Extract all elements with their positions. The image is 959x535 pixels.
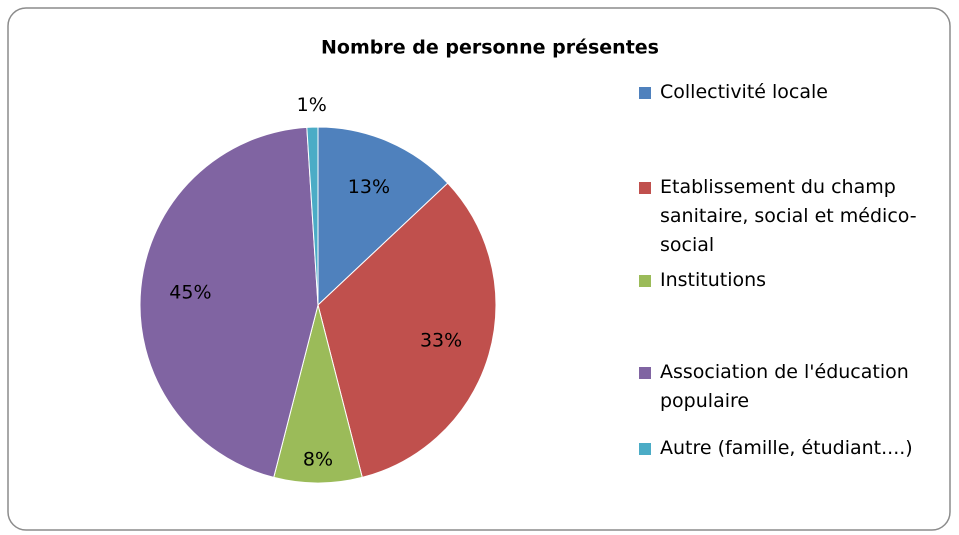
pie-slice <box>317 126 449 307</box>
pie-slice <box>139 126 319 479</box>
legend-swatch <box>639 182 651 194</box>
legend-item: Etablissement du champ sanitaire, social… <box>639 173 939 260</box>
legend-swatch <box>639 87 651 99</box>
data-label: 13% <box>348 176 390 198</box>
chart-title: Nombre de personne présentes <box>321 37 659 59</box>
legend-swatch <box>639 275 651 287</box>
legend-swatch <box>639 443 651 455</box>
data-label: 8% <box>303 448 333 470</box>
data-label: 45% <box>169 281 211 303</box>
legend-item: Autre (famille, étudiant....) <box>639 434 939 463</box>
legend-label: Collectivité locale <box>660 81 828 103</box>
pie-slice <box>317 182 497 479</box>
data-label: 1% <box>297 94 327 116</box>
legend-item: Collectivité locale <box>639 78 939 107</box>
pie-slice <box>273 304 363 484</box>
legend-label: Autre (famille, étudiant....) <box>660 437 913 459</box>
legend-label: Etablissement du champ sanitaire, social… <box>660 176 917 256</box>
legend-swatch <box>639 367 651 379</box>
legend-item: Institutions <box>639 266 939 295</box>
legend-label: Association de l'éducation populaire <box>660 361 909 412</box>
data-label: 33% <box>420 329 462 351</box>
pie-slice <box>306 126 319 306</box>
legend-item: Association de l'éducation populaire <box>639 358 939 416</box>
legend-label: Institutions <box>660 269 767 291</box>
